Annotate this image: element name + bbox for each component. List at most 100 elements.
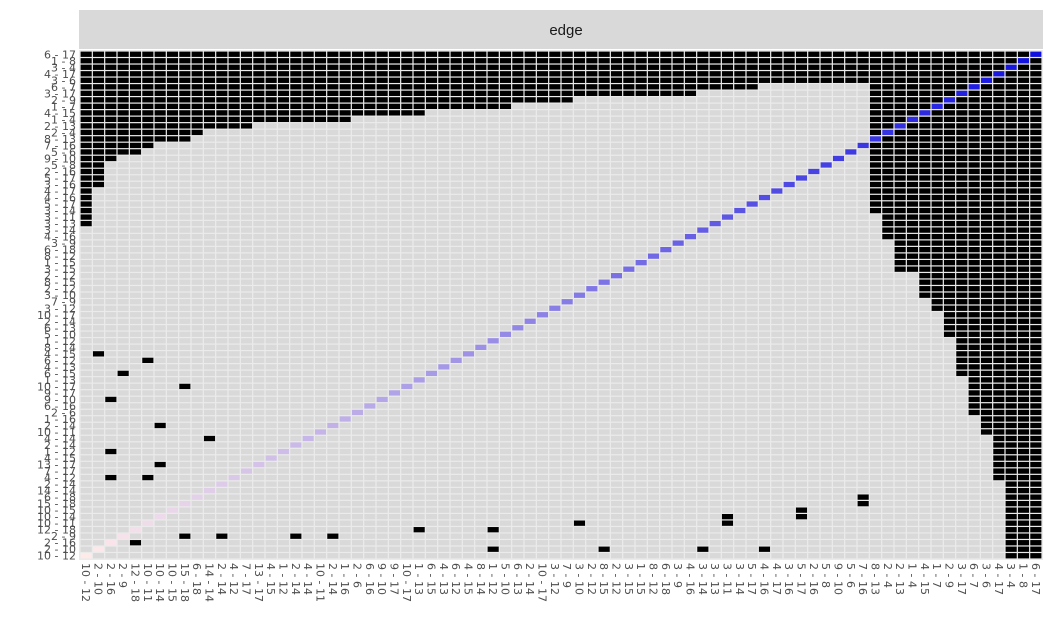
heatmap-diagonal-cell xyxy=(364,403,376,409)
heatmap-cell xyxy=(610,136,623,142)
heatmap-cell xyxy=(573,168,586,175)
heatmap-cell xyxy=(795,351,808,357)
heatmap-cell xyxy=(240,214,253,220)
heatmap-cell xyxy=(142,149,154,155)
heatmap-cell xyxy=(1017,370,1030,377)
heatmap-cell xyxy=(1017,416,1030,422)
heatmap-cell xyxy=(623,461,635,468)
heatmap-cell xyxy=(450,383,462,390)
heatmap-cell xyxy=(265,273,277,279)
heatmap-cell xyxy=(425,266,438,272)
heatmap-cell xyxy=(401,233,413,240)
heatmap-cell xyxy=(376,207,388,214)
heatmap-cell xyxy=(758,84,771,90)
heatmap-cell xyxy=(882,312,894,318)
heatmap-cell xyxy=(179,318,191,324)
heatmap-cell xyxy=(512,409,524,416)
heatmap-cell xyxy=(499,305,512,311)
heatmap-cell xyxy=(980,403,993,409)
heatmap-cell xyxy=(92,90,105,96)
heatmap-cell xyxy=(1030,207,1042,214)
heatmap-cell xyxy=(166,240,179,246)
heatmap-cell xyxy=(561,312,573,318)
heatmap-cell xyxy=(586,246,598,253)
heatmap-cell xyxy=(80,142,92,149)
heatmap-cell xyxy=(351,279,364,285)
heatmap-cell xyxy=(253,279,265,285)
heatmap-cell xyxy=(142,233,154,240)
heatmap-cell xyxy=(512,84,524,90)
heatmap-cell xyxy=(240,344,253,350)
heatmap-cell xyxy=(573,162,586,168)
heatmap-cell xyxy=(882,305,894,311)
heatmap-cell xyxy=(166,299,179,305)
heatmap-cell xyxy=(1030,305,1042,311)
heatmap-cell xyxy=(327,318,339,324)
heatmap-cell xyxy=(931,168,943,175)
heatmap-cell xyxy=(438,194,450,201)
heatmap-cell xyxy=(290,409,302,416)
heatmap-cell xyxy=(154,142,166,149)
heatmap-cell xyxy=(536,299,549,305)
heatmap-cell xyxy=(314,149,327,155)
heatmap-cell xyxy=(290,168,302,175)
heatmap-cell xyxy=(943,175,956,181)
heatmap-cell xyxy=(968,90,980,96)
heatmap-cell xyxy=(598,338,610,344)
heatmap-cell xyxy=(425,84,438,90)
heatmap-cell xyxy=(610,207,623,214)
heatmap-cell xyxy=(290,142,302,149)
heatmap-cell xyxy=(647,188,660,194)
heatmap-cell xyxy=(154,175,166,181)
heatmap-cell xyxy=(1005,273,1017,279)
heatmap-cell xyxy=(734,90,746,96)
heatmap-cell xyxy=(672,344,684,350)
heatmap-cell xyxy=(179,201,191,207)
heatmap-cell xyxy=(499,233,512,240)
heatmap-cell xyxy=(401,136,413,142)
heatmap-cell xyxy=(499,77,512,83)
heatmap-cell xyxy=(302,299,314,305)
heatmap-cell xyxy=(524,71,536,77)
heatmap-cell xyxy=(499,286,512,292)
heatmap-cell xyxy=(105,260,117,266)
heatmap-cell xyxy=(117,461,129,468)
heatmap-cell xyxy=(672,97,684,103)
heatmap-cell xyxy=(943,377,956,383)
heatmap-cell xyxy=(968,162,980,168)
heatmap-cell xyxy=(512,305,524,311)
heatmap-cell xyxy=(512,403,524,409)
heatmap-cell xyxy=(80,370,92,377)
heatmap-cell xyxy=(931,175,943,181)
heatmap-cell xyxy=(154,396,166,403)
heatmap-cell xyxy=(425,188,438,194)
heatmap-cell xyxy=(857,344,869,350)
heatmap-cell xyxy=(92,422,105,429)
heatmap-cell xyxy=(462,260,475,266)
heatmap-cell xyxy=(277,325,290,331)
heatmap-cell xyxy=(845,233,857,240)
heatmap-cell xyxy=(487,194,499,201)
heatmap-cell xyxy=(1005,338,1017,344)
heatmap-cell xyxy=(413,364,425,370)
heatmap-cell xyxy=(993,325,1005,331)
heatmap-cell xyxy=(327,364,339,370)
heatmap-cell xyxy=(635,201,647,207)
heatmap-cell xyxy=(512,260,524,266)
heatmap-cell xyxy=(709,383,721,390)
heatmap-cell xyxy=(561,331,573,337)
heatmap-cell xyxy=(450,90,462,96)
heatmap-cell xyxy=(746,448,758,455)
heatmap-cell xyxy=(561,214,573,220)
heatmap-cell xyxy=(721,396,734,403)
heatmap-cell xyxy=(943,129,956,136)
heatmap-cell xyxy=(92,64,105,70)
heatmap-cell xyxy=(968,71,980,77)
heatmap-cell xyxy=(92,325,105,331)
heatmap-cell xyxy=(117,338,129,344)
heatmap-cell xyxy=(413,58,425,64)
heatmap-cell xyxy=(832,396,845,403)
heatmap-cell xyxy=(993,155,1005,162)
heatmap-cell xyxy=(512,299,524,305)
heatmap-cell xyxy=(1005,331,1017,337)
